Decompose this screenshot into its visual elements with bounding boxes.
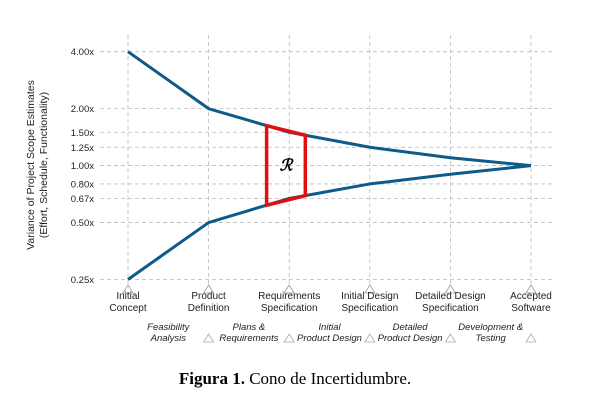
x-tick-label: Requirements xyxy=(258,291,320,302)
phase-label: Development & xyxy=(458,322,523,333)
phase-marker xyxy=(444,333,457,343)
y-axis-label-line: Variance of Project Scope Estimates xyxy=(25,80,37,250)
labels: 0.25x 0.50x 0.67x 0.80x 1.00x 1.25x 1.50x 2.00x… xyxy=(25,47,552,344)
caption: Figura 1. Cono de Incertidumbre. xyxy=(179,369,411,388)
x-tick-label: Software xyxy=(511,303,551,314)
x-tick-label: Product xyxy=(191,291,226,302)
phase-marker xyxy=(283,333,295,343)
caption-label: Figura 1. xyxy=(179,369,245,388)
phase-label: Feasibility xyxy=(147,322,190,333)
y-tick-label: 0.50x xyxy=(71,218,94,229)
x-tick-label: Specification xyxy=(261,303,318,314)
phase-marker xyxy=(364,333,376,343)
milestone-marker xyxy=(122,284,134,294)
series-line xyxy=(127,50,532,168)
y-tick-label: 4.00x xyxy=(71,47,94,58)
caption-text: Cono de Incertidumbre. xyxy=(249,369,411,388)
milestone-marker xyxy=(444,284,457,294)
phase-label: Product Design xyxy=(378,333,443,344)
y-axis-label: Variance of Project Scope Estimates(Effo… xyxy=(25,80,50,250)
y-tick-label: 2.00x xyxy=(71,104,94,115)
series-line xyxy=(127,164,532,281)
y-tick-label: 0.80x xyxy=(71,179,94,190)
phase-label: Requirements xyxy=(219,333,278,344)
milestone-marker xyxy=(364,284,376,294)
x-tick-label: Concept xyxy=(109,303,146,314)
milestone-marker xyxy=(525,284,537,294)
x-tick-label: Definition xyxy=(188,303,230,314)
milestone-marker xyxy=(283,284,295,294)
annotation: ℛ xyxy=(280,156,295,175)
phase-label: Initial xyxy=(318,322,341,333)
y-tick-label: 0.25x xyxy=(71,275,94,286)
milestone-marker xyxy=(202,284,215,294)
y-tick-label: 1.25x xyxy=(71,143,94,154)
x-tick-label: Initial xyxy=(116,291,139,302)
phase-label: Detailed xyxy=(393,322,429,333)
phase-marker xyxy=(202,333,215,343)
phase-marker xyxy=(525,333,537,343)
x-tick-label: Specification xyxy=(422,303,479,314)
x-tick-label: Initial Design xyxy=(341,291,398,302)
y-axis-label-line: (Effort, Schedule, Functionality) xyxy=(38,92,50,238)
y-tick-label: 0.67x xyxy=(71,194,94,205)
phase-label: Product Design xyxy=(297,333,362,344)
phase-label: Plans & xyxy=(233,322,266,333)
grid xyxy=(100,35,555,343)
phase-label: Analysis xyxy=(150,333,187,344)
phase-label: Testing xyxy=(476,333,507,344)
marks xyxy=(127,50,532,281)
y-tick-label: 1.00x xyxy=(71,161,94,172)
x-tick-label: Accepted xyxy=(510,291,552,302)
x-tick-label: Specification xyxy=(341,303,398,314)
y-tick-label: 1.50x xyxy=(71,128,94,139)
annotation-box xyxy=(264,123,308,208)
x-tick-label: Detailed Design xyxy=(415,291,486,302)
